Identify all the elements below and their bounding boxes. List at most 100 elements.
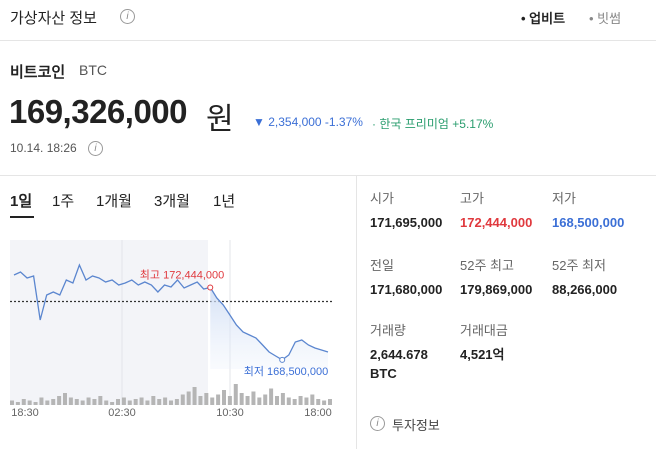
period-underline	[10, 216, 34, 218]
volume-bar	[328, 399, 332, 405]
volume-bar	[192, 387, 197, 405]
premium: · 한국 프리미엄 +5.17%	[372, 117, 494, 131]
volume-bar	[280, 393, 285, 405]
volume-bar	[298, 396, 303, 405]
volume-bar	[104, 400, 109, 405]
stat-value: 171,695,000	[370, 215, 443, 230]
shaded-region	[10, 240, 208, 405]
volume-bar	[80, 400, 85, 405]
stat: 저가 168,500,000	[552, 188, 637, 232]
low-marker	[279, 356, 286, 363]
period-tab[interactable]: 1주	[52, 193, 75, 210]
x-tick-label: 18:30	[11, 407, 39, 419]
volume-bar	[92, 399, 97, 405]
volume-bar	[322, 400, 327, 405]
volume-bar	[204, 393, 209, 405]
stat-label: 52주 최고	[460, 258, 514, 273]
divider	[356, 175, 357, 449]
volume-bar	[251, 391, 256, 405]
volume-bar	[198, 396, 203, 405]
stat-label: 고가	[460, 191, 484, 206]
x-tick-label: 02:30	[108, 407, 136, 419]
volume-bar	[227, 396, 232, 405]
volume-bar	[10, 400, 14, 405]
volume-bar	[292, 399, 297, 405]
volume-bar	[68, 397, 73, 405]
volume-bar	[21, 399, 26, 405]
stat-value: 168,500,000	[552, 215, 625, 230]
volume-bar	[186, 391, 191, 405]
tab-label: 빗썸	[597, 11, 622, 26]
volume-bar	[86, 397, 91, 405]
footer-link[interactable]: 투자정보	[392, 418, 440, 433]
period-tab[interactable]: 1일	[10, 193, 33, 210]
header-title: 가상자산 정보	[10, 10, 97, 27]
volume-bar	[245, 396, 250, 405]
volume-bar	[174, 399, 179, 405]
tab[interactable]: • 빗썸	[589, 11, 622, 26]
stat-label: 전일	[370, 258, 394, 273]
volume-bar	[222, 390, 226, 405]
info-icon[interactable]: i	[88, 141, 103, 156]
volume-bar	[239, 393, 244, 405]
stat-label: 거래대금	[460, 323, 508, 338]
premium-value: +5.17%	[452, 117, 494, 131]
stat-value: 179,869,000	[460, 282, 533, 297]
stat-label: 52주 최저	[552, 258, 606, 273]
stat: 고가 172,444,000	[460, 188, 545, 232]
volume-bar	[233, 384, 238, 405]
tab-active[interactable]: • 업비트	[521, 11, 566, 26]
volume-bar	[145, 400, 150, 405]
volume-bar	[163, 397, 168, 405]
volume-bar	[127, 400, 132, 405]
stat-label: 시가	[370, 191, 394, 206]
volume-bar	[210, 397, 215, 405]
divider	[0, 40, 656, 41]
low-label: 최저 168,500,000	[244, 365, 328, 378]
volume-bar	[133, 399, 138, 405]
volume-bar	[316, 399, 321, 405]
volume-bar	[304, 397, 309, 405]
stat-value: 172,444,000	[460, 215, 533, 230]
price-unit: 원	[206, 103, 234, 136]
stat: 시가 171,695,000	[370, 188, 455, 232]
volume-bar	[98, 396, 103, 405]
stat-label: 거래량	[370, 323, 406, 338]
period-tab[interactable]: 1년	[213, 193, 236, 210]
premium-label: 한국 프리미엄	[379, 117, 449, 131]
volume-bar	[310, 394, 315, 405]
volume-bar	[257, 397, 262, 405]
period-tab[interactable]: 1개월	[96, 193, 132, 210]
volume-bar	[275, 396, 279, 405]
stat: 52주 최고 179,869,000	[460, 255, 545, 299]
volume-bar	[169, 400, 173, 405]
volume-bar	[45, 400, 50, 405]
period-tab[interactable]: 3개월	[154, 193, 190, 210]
volume-bar	[139, 397, 144, 405]
volume-bar	[63, 393, 67, 405]
volume-bar	[157, 399, 162, 405]
volume-bar	[57, 396, 62, 405]
volume-bar	[180, 394, 185, 405]
stat-value: 88,266,000	[552, 282, 618, 297]
volume-bar	[27, 400, 32, 405]
volume-bar	[263, 394, 268, 405]
tab-label: 업비트	[529, 11, 566, 26]
volume-bar	[269, 388, 274, 405]
volume-bar	[51, 399, 56, 405]
stat-value: 171,680,000	[370, 282, 443, 297]
info-icon[interactable]: i	[370, 416, 385, 431]
volume-bar	[15, 402, 20, 405]
volume-bar	[121, 397, 126, 405]
volume-bar	[39, 397, 44, 405]
stat-label: 저가	[552, 191, 576, 206]
stat: 거래대금 4,521억	[460, 320, 545, 364]
x-tick-label: 18:00	[304, 407, 332, 419]
volume-bar	[116, 399, 120, 405]
info-icon[interactable]: i	[120, 9, 135, 24]
volume-bar	[110, 402, 115, 405]
price-line	[13, 263, 329, 361]
coin-symbol: BTC	[79, 62, 107, 78]
area-fill	[210, 287, 328, 369]
